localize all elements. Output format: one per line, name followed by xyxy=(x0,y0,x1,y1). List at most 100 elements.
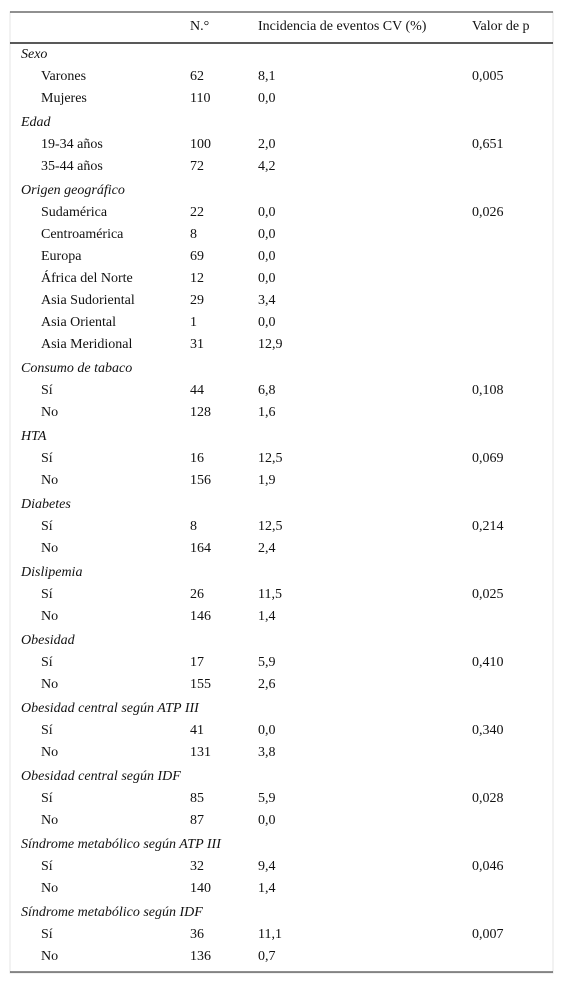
group-title: Obesidad central según ATP III xyxy=(21,701,200,716)
row-label: Asia Sudoriental xyxy=(41,293,135,308)
cell-n: 29 xyxy=(190,293,204,308)
row-label: No xyxy=(41,949,58,964)
cell-incidence: 0,0 xyxy=(258,271,276,286)
row-label: Sudamérica xyxy=(41,205,108,220)
row-label: No xyxy=(41,609,58,624)
cell-incidence: 0,0 xyxy=(258,813,276,828)
row-label: No xyxy=(41,745,58,760)
row-label: Sí xyxy=(41,655,53,670)
cell-incidence: 2,0 xyxy=(258,137,276,152)
row-label: Sí xyxy=(41,723,53,738)
cell-n: 44 xyxy=(190,383,204,398)
cell-n: 32 xyxy=(190,859,204,874)
row-label: Mujeres xyxy=(41,91,87,106)
cell-p: 0,651 xyxy=(472,137,504,152)
cell-incidence: 0,0 xyxy=(258,227,276,242)
group-title: Obesidad central según IDF xyxy=(21,769,181,784)
cell-n: 31 xyxy=(190,337,204,352)
cell-incidence: 12,5 xyxy=(258,519,283,534)
group-title: Origen geográfico xyxy=(21,183,125,198)
row-label: Sí xyxy=(41,519,53,534)
cell-n: 8 xyxy=(190,519,197,534)
cell-incidence: 2,6 xyxy=(258,677,276,692)
cell-n: 136 xyxy=(190,949,211,964)
row-label: 19-34 años xyxy=(41,137,103,152)
row-label: Sí xyxy=(41,791,53,806)
cell-p: 0,214 xyxy=(472,519,504,534)
cell-n: 140 xyxy=(190,881,211,896)
cell-p: 0,026 xyxy=(472,205,504,220)
row-label: Sí xyxy=(41,927,53,942)
row-label: Centroamérica xyxy=(41,227,124,242)
group-title: Síndrome metabólico según IDF xyxy=(21,905,203,920)
cell-incidence: 0,7 xyxy=(258,949,276,964)
cell-n: 128 xyxy=(190,405,211,420)
cell-incidence: 8,1 xyxy=(258,69,276,84)
cell-incidence: 1,6 xyxy=(258,405,276,420)
row-label: Europa xyxy=(41,249,82,264)
row-label: No xyxy=(41,677,58,692)
table-frame xyxy=(9,11,554,974)
cell-p: 0,340 xyxy=(472,723,504,738)
row-label: No xyxy=(41,473,58,488)
cell-p: 0,005 xyxy=(472,69,504,84)
cell-n: 36 xyxy=(190,927,204,942)
cell-n: 41 xyxy=(190,723,204,738)
row-label: No xyxy=(41,813,58,828)
column-header: N.° xyxy=(190,19,209,34)
row-label: Sí xyxy=(41,383,53,398)
cell-n: 17 xyxy=(190,655,204,670)
group-title: Diabetes xyxy=(20,497,71,512)
cell-incidence: 9,4 xyxy=(258,859,276,874)
row-label: Asia Oriental xyxy=(41,315,116,330)
column-header: Incidencia de eventos CV (%) xyxy=(258,19,427,34)
cell-n: 131 xyxy=(190,745,211,760)
cell-n: 16 xyxy=(190,451,204,466)
cell-n: 72 xyxy=(190,159,204,174)
cell-incidence: 3,8 xyxy=(258,745,276,760)
cell-p: 0,069 xyxy=(472,451,504,466)
group-title: Síndrome metabólico según ATP III xyxy=(21,837,222,852)
row-label: Sí xyxy=(41,587,53,602)
cell-p: 0,410 xyxy=(472,655,504,670)
cell-incidence: 0,0 xyxy=(258,723,276,738)
cell-incidence: 5,9 xyxy=(258,791,276,806)
cell-p: 0,108 xyxy=(472,383,504,398)
cell-incidence: 0,0 xyxy=(258,205,276,220)
cell-n: 100 xyxy=(190,137,211,152)
cell-incidence: 1,4 xyxy=(258,609,276,624)
row-label: Sí xyxy=(41,451,53,466)
cell-incidence: 12,9 xyxy=(258,337,283,352)
cell-n: 26 xyxy=(190,587,204,602)
row-label: Sí xyxy=(41,859,53,874)
cell-p: 0,025 xyxy=(472,587,504,602)
column-header: Valor de p xyxy=(472,19,530,34)
row-label: No xyxy=(41,541,58,556)
group-title: Obesidad xyxy=(21,633,76,648)
cell-incidence: 1,9 xyxy=(258,473,276,488)
row-label: Varones xyxy=(41,69,86,84)
cell-n: 156 xyxy=(190,473,211,488)
cell-n: 164 xyxy=(190,541,211,556)
cell-n: 155 xyxy=(190,677,211,692)
cell-n: 69 xyxy=(190,249,204,264)
cell-n: 1 xyxy=(190,315,197,330)
group-title: Edad xyxy=(20,115,52,130)
group-title: HTA xyxy=(20,429,47,444)
cell-n: 87 xyxy=(190,813,204,828)
row-label: 35-44 años xyxy=(41,159,103,174)
cell-p: 0,028 xyxy=(472,791,504,806)
cell-n: 146 xyxy=(190,609,211,624)
row-label: África del Norte xyxy=(41,269,133,286)
row-label: Asia Meridional xyxy=(41,337,132,352)
cell-n: 110 xyxy=(190,91,210,106)
cell-n: 12 xyxy=(190,271,204,286)
cell-incidence: 6,8 xyxy=(258,383,276,398)
group-title: Sexo xyxy=(21,47,47,62)
cell-incidence: 11,5 xyxy=(258,587,282,602)
cell-incidence: 4,2 xyxy=(258,159,276,174)
cell-incidence: 0,0 xyxy=(258,315,276,330)
cell-incidence: 3,4 xyxy=(258,293,276,308)
cell-incidence: 1,4 xyxy=(258,881,276,896)
